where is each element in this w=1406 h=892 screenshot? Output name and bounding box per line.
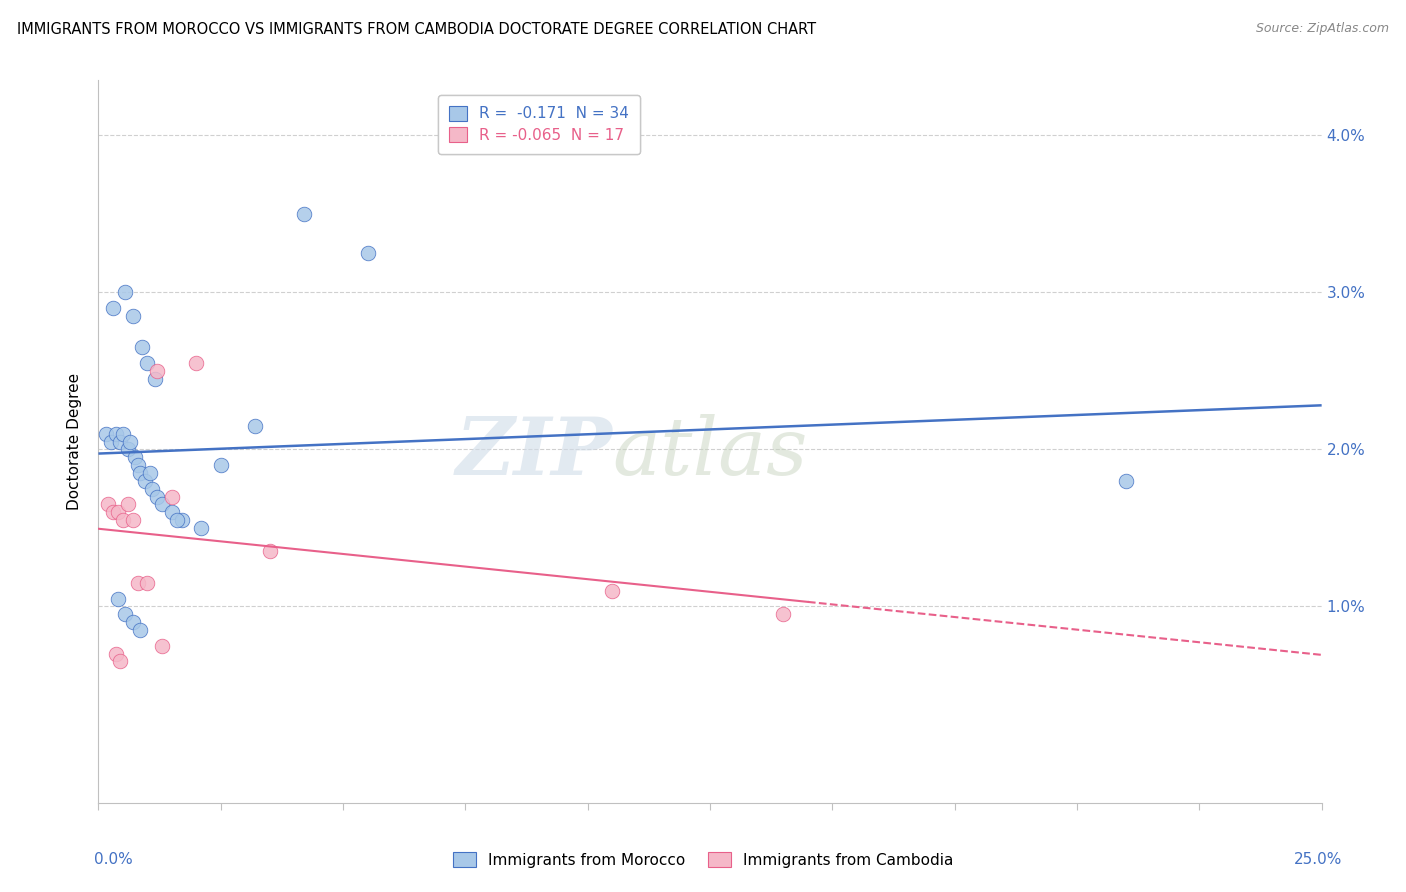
Point — [141, 482, 163, 496]
Point — [134, 474, 156, 488]
Point — [131, 340, 153, 354]
Point — [160, 505, 183, 519]
Text: ZIP: ZIP — [456, 414, 612, 491]
Point — [117, 442, 139, 457]
Point — [104, 647, 127, 661]
Point — [166, 513, 188, 527]
Point — [104, 426, 127, 441]
Point — [107, 591, 129, 606]
Legend: R =  -0.171  N = 34, R = -0.065  N = 17: R = -0.171 N = 34, R = -0.065 N = 17 — [437, 95, 640, 153]
Point — [121, 513, 143, 527]
Point — [101, 505, 124, 519]
Text: Source: ZipAtlas.com: Source: ZipAtlas.com — [1256, 22, 1389, 36]
Point — [110, 434, 132, 449]
Point — [94, 426, 117, 441]
Text: 25.0%: 25.0% — [1295, 852, 1343, 867]
Point — [100, 434, 122, 449]
Point — [292, 207, 315, 221]
Point — [129, 623, 152, 637]
Point — [143, 372, 166, 386]
Point — [117, 497, 139, 511]
Point — [114, 607, 136, 622]
Point — [127, 575, 149, 590]
Point — [114, 285, 136, 300]
Point — [136, 575, 159, 590]
Text: atlas: atlas — [612, 414, 807, 491]
Point — [124, 450, 146, 465]
Point — [121, 615, 143, 630]
Point — [772, 607, 794, 622]
Point — [111, 426, 134, 441]
Point — [356, 246, 378, 260]
Legend: Immigrants from Morocco, Immigrants from Cambodia: Immigrants from Morocco, Immigrants from… — [444, 845, 962, 875]
Point — [121, 309, 143, 323]
Point — [127, 458, 149, 472]
Text: 0.0%: 0.0% — [94, 852, 134, 867]
Point — [209, 458, 232, 472]
Point — [129, 466, 152, 480]
Point — [186, 356, 208, 370]
Point — [1115, 474, 1137, 488]
Point — [101, 301, 124, 315]
Point — [136, 356, 159, 370]
Point — [110, 655, 132, 669]
Point — [243, 418, 266, 433]
Point — [170, 513, 193, 527]
Point — [111, 513, 134, 527]
Point — [259, 544, 281, 558]
Point — [160, 490, 183, 504]
Text: IMMIGRANTS FROM MOROCCO VS IMMIGRANTS FROM CAMBODIA DOCTORATE DEGREE CORRELATION: IMMIGRANTS FROM MOROCCO VS IMMIGRANTS FR… — [17, 22, 815, 37]
Point — [146, 364, 169, 378]
Point — [600, 583, 623, 598]
Point — [150, 497, 173, 511]
Point — [150, 639, 173, 653]
Point — [139, 466, 162, 480]
Y-axis label: Doctorate Degree: Doctorate Degree — [67, 373, 83, 510]
Point — [107, 505, 129, 519]
Point — [97, 497, 120, 511]
Point — [190, 521, 212, 535]
Point — [146, 490, 169, 504]
Point — [120, 434, 142, 449]
